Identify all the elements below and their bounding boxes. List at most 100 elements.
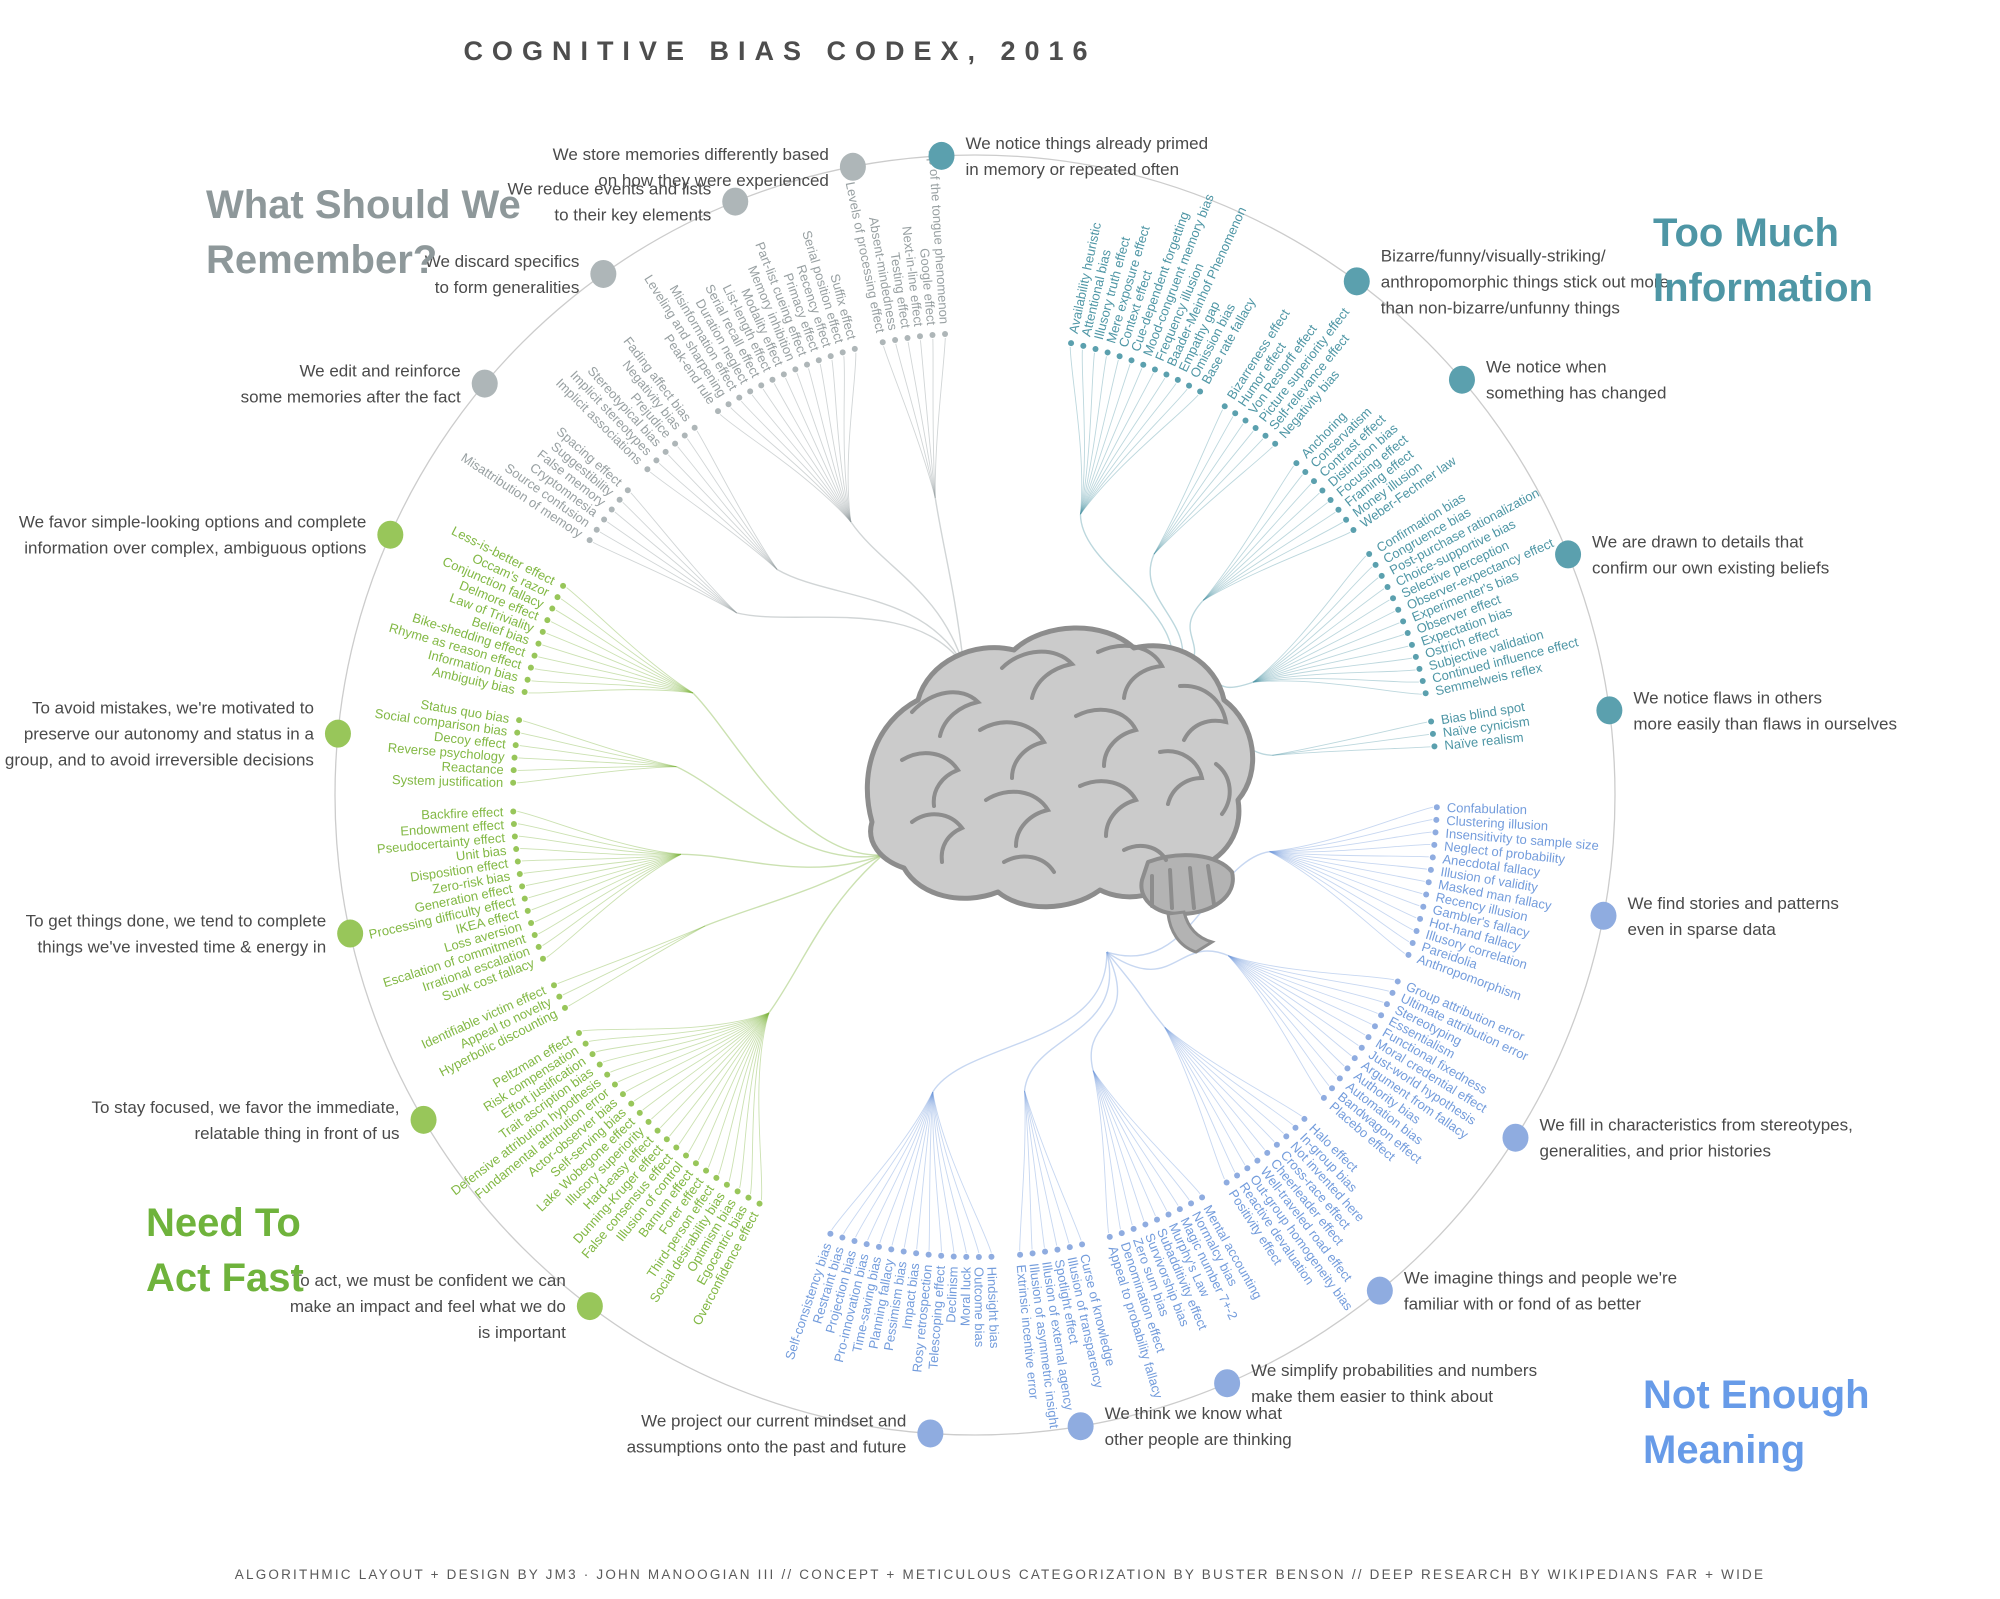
branch-line [1272, 733, 1430, 756]
group-annotation: We are drawn to details that confirm our … [1592, 532, 1829, 577]
branch-line [1080, 352, 1095, 515]
bias-dot [1432, 829, 1439, 836]
branch-line [1252, 622, 1400, 683]
branch-line [1080, 359, 1119, 515]
branch-line [895, 343, 936, 498]
branch-line [602, 1012, 770, 1063]
branch-line [1164, 1027, 1246, 1166]
brain-icon [864, 625, 1256, 954]
bias-dot [535, 640, 542, 647]
branch-line [546, 632, 694, 694]
branch-line [697, 1012, 770, 1161]
bias-dot [575, 1029, 582, 1036]
bias-dot [1371, 1023, 1378, 1030]
group-annotation-dot [917, 1419, 944, 1448]
bias-dot [1165, 1211, 1172, 1218]
bias-dot [1378, 572, 1385, 579]
bias-dot [1293, 460, 1300, 467]
brain-icon-part [1158, 749, 1205, 806]
branch-line [1164, 1027, 1256, 1158]
branch-line [518, 757, 677, 768]
branch-line [1024, 1090, 1070, 1244]
brain-icon-part [1166, 910, 1216, 954]
bias-dot [654, 1127, 661, 1134]
bias-dot [1068, 340, 1075, 347]
group-annotation-dot [1590, 901, 1617, 930]
branch-line [1092, 1070, 1168, 1212]
group-annotation: We notice flaws in others more easily tha… [1633, 688, 1897, 733]
group-annotation-dot [576, 1292, 603, 1321]
group-annotation: To avoid mistakes, we're motivated to pre… [5, 699, 315, 770]
branch-line [1080, 368, 1143, 515]
bias-dot [1130, 1225, 1137, 1232]
branch-line [1269, 844, 1431, 853]
bias-dot [556, 993, 563, 1000]
brain-icon-part [900, 751, 962, 808]
bias-dot [1292, 1124, 1299, 1131]
branch-line [1164, 1027, 1302, 1117]
group-annotation: We find stories and patterns even in spar… [1627, 894, 1838, 939]
branch-line [1228, 955, 1338, 1077]
brain-icon-part [1074, 707, 1139, 768]
brain-icon-part [978, 720, 1048, 780]
bias-dot [1427, 866, 1434, 873]
bias-dot [1054, 1246, 1061, 1253]
group-annotation-dot [839, 152, 866, 181]
bias-dot [1232, 410, 1239, 417]
footer-credits: ALGORITHMIC LAYOUT + DESIGN BY JM3 · JOH… [234, 1567, 1766, 1582]
bias-dot [586, 537, 593, 544]
bias-dot [714, 408, 721, 415]
bias-label: Unit bias [455, 843, 507, 864]
bias-dot [1301, 1115, 1308, 1122]
category-stem [1106, 951, 1166, 1028]
branch-line [1228, 955, 1330, 1086]
bias-dot [1118, 1230, 1125, 1237]
group-annotation-dot [324, 719, 351, 748]
bias-dot [1320, 1094, 1327, 1101]
brain-icon-part [1214, 762, 1232, 816]
branch-line [1228, 955, 1384, 1003]
bias-dot [723, 1181, 730, 1188]
bias-dot [1302, 468, 1309, 475]
bias-dot [1408, 641, 1415, 648]
branch-line [630, 492, 737, 614]
brain-icon-part [910, 812, 966, 864]
bias-dot [628, 1100, 635, 1107]
category-stem [1106, 950, 1229, 970]
bias-label: Clustering illusion [1446, 813, 1549, 833]
branch-line [879, 1091, 934, 1244]
bias-dot [1262, 432, 1269, 439]
branch-line [1252, 577, 1379, 683]
branch-line [633, 1012, 770, 1102]
bias-dot [510, 808, 517, 815]
branch-line [1024, 1090, 1058, 1246]
bias-dot [1066, 1244, 1073, 1251]
bias-dot [1186, 382, 1193, 389]
bias-dot [1433, 816, 1440, 823]
bias-dot [1029, 1250, 1036, 1257]
bias-dot [1417, 915, 1424, 922]
branch-line [932, 1092, 942, 1252]
bias-dot [691, 424, 698, 431]
branch-line [932, 1091, 955, 1253]
bias-dot [913, 1250, 920, 1257]
bias-dot [514, 858, 521, 865]
branch-line [1202, 492, 1320, 601]
bias-dot [510, 821, 517, 828]
bias-dot [616, 496, 623, 503]
category-stem [704, 854, 884, 927]
bias-dot [758, 382, 765, 389]
bias-dot [1378, 1012, 1385, 1019]
branch-line [1252, 645, 1409, 683]
branch-line [534, 853, 682, 923]
branch-line [1153, 409, 1223, 555]
bias-dot [1433, 804, 1440, 811]
bias-dot [604, 1071, 611, 1078]
category-stem [736, 612, 965, 666]
branch-line [1269, 851, 1405, 954]
branch-line [610, 1012, 770, 1073]
bias-dot [611, 1081, 618, 1088]
bias-dot [1197, 388, 1204, 395]
bias-dot [1272, 440, 1279, 447]
